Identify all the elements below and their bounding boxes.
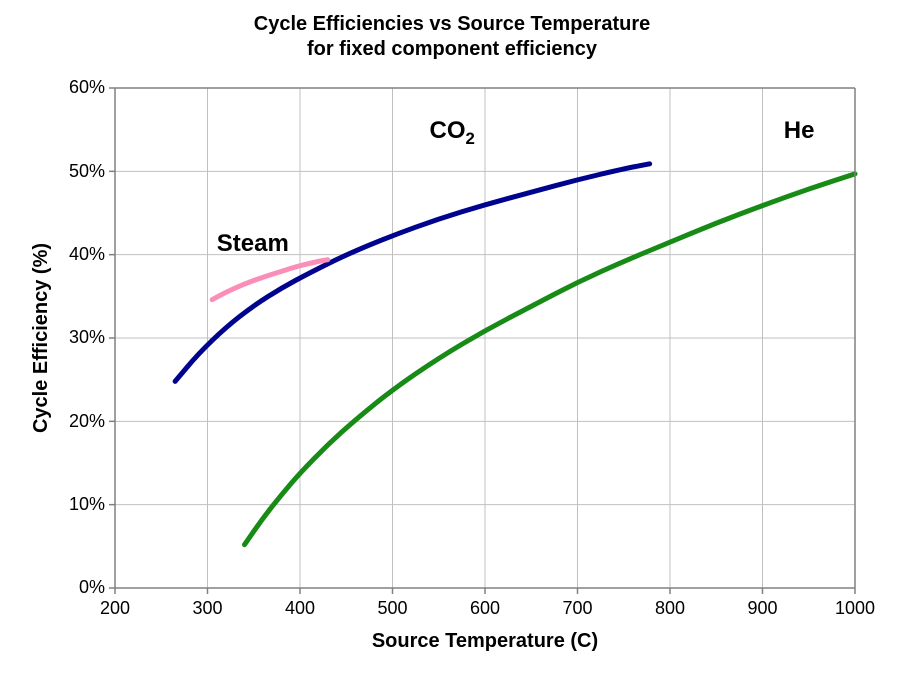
series-label-steam: Steam: [217, 230, 289, 258]
x-tick-label: 400: [275, 598, 325, 619]
plot-area: [0, 0, 904, 692]
y-tick-label: 40%: [69, 244, 105, 265]
x-tick-label: 800: [645, 598, 695, 619]
x-tick-label: 500: [368, 598, 418, 619]
x-axis-label: Source Temperature (C): [115, 630, 855, 653]
y-tick-label: 50%: [69, 161, 105, 182]
series-label-co2: CO2: [430, 117, 475, 149]
y-axis-label: Cycle Efficiency (%): [30, 88, 53, 588]
series-label-he: He: [784, 117, 815, 145]
x-tick-label: 600: [460, 598, 510, 619]
x-tick-label: 1000: [830, 598, 880, 619]
y-tick-label: 10%: [69, 494, 105, 515]
y-tick-label: 60%: [69, 77, 105, 98]
chart-container: Cycle Efficiencies vs Source Temperature…: [0, 0, 904, 692]
y-tick-label: 20%: [69, 411, 105, 432]
y-tick-label: 30%: [69, 327, 105, 348]
x-tick-label: 200: [90, 598, 140, 619]
x-tick-label: 300: [183, 598, 233, 619]
y-tick-label: 0%: [79, 577, 105, 598]
x-tick-label: 700: [553, 598, 603, 619]
x-tick-label: 900: [738, 598, 788, 619]
